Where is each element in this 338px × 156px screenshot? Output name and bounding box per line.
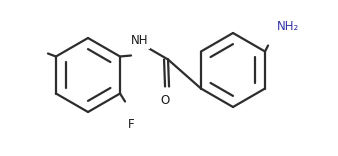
Text: O: O bbox=[161, 95, 170, 107]
Text: F: F bbox=[128, 119, 135, 132]
Text: NH₂: NH₂ bbox=[277, 20, 299, 32]
Text: NH: NH bbox=[131, 34, 149, 47]
